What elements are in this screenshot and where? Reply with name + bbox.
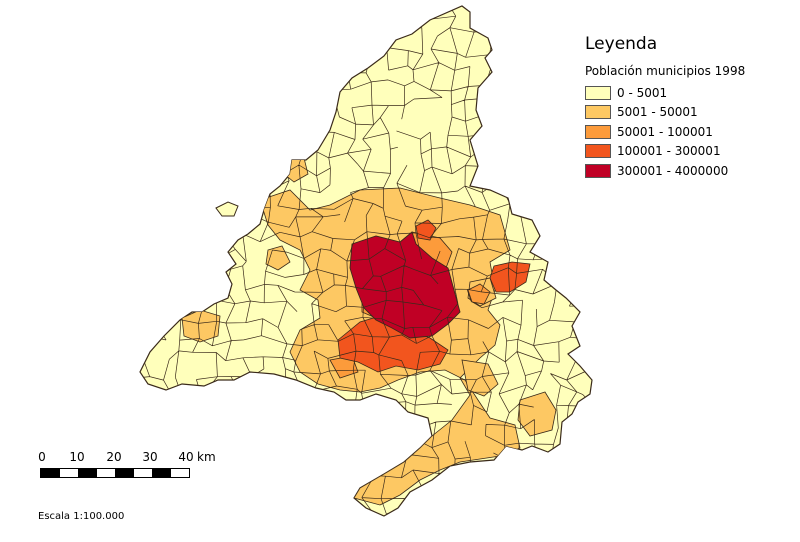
scale-unit: km — [197, 450, 216, 464]
scale-segment — [59, 469, 78, 477]
legend-label: 0 - 5001 — [617, 85, 668, 100]
legend-entry: 0 - 5001 — [585, 83, 785, 103]
legend-entry: 5001 - 50001 — [585, 103, 785, 123]
legend-entries: 0 - 5001 5001 - 50001 50001 - 100001 100001… — [585, 83, 785, 181]
legend-swatch — [585, 124, 611, 139]
scale-segment — [41, 469, 60, 477]
legend-swatch — [585, 105, 611, 120]
scale-segment — [133, 469, 152, 477]
legend-swatch — [585, 85, 611, 100]
scale-segment — [170, 469, 189, 477]
legend-entry: 100001 - 300001 — [585, 142, 785, 162]
enclave-shape — [215, 201, 239, 217]
scale-tick-0: 0 — [38, 450, 46, 464]
scale-tick-10: 10 — [69, 450, 85, 464]
legend-swatch — [585, 144, 611, 159]
legend-label: 300001 - 4000000 — [617, 163, 729, 178]
scale-segment — [115, 469, 134, 477]
scale-segment — [78, 469, 97, 477]
legend-label: 50001 - 100001 — [617, 124, 713, 139]
legend: Leyenda Población municipios 1998 0 - 50… — [585, 34, 785, 181]
legend-entry: 300001 - 4000000 — [585, 161, 785, 181]
legend-title: Leyenda — [585, 34, 658, 54]
scale-segment — [152, 469, 171, 477]
scale-text: Escala 1:100.000 — [38, 511, 125, 522]
scale-tick-20: 20 — [106, 450, 122, 464]
legend-swatch — [585, 163, 611, 178]
legend-entry: 50001 - 100001 — [585, 122, 785, 142]
scale-tick-30: 30 — [142, 450, 158, 464]
legend-label: 100001 - 300001 — [617, 144, 721, 159]
legend-subtitle: Población municipios 1998 — [585, 64, 746, 78]
scale-bar-labels: 0 10 20 30 40 km — [0, 450, 260, 466]
scale-tick-40: 40 — [178, 450, 194, 464]
scale-segment — [96, 469, 115, 477]
scale-bar — [40, 468, 190, 478]
legend-label: 5001 - 50001 — [617, 105, 698, 120]
